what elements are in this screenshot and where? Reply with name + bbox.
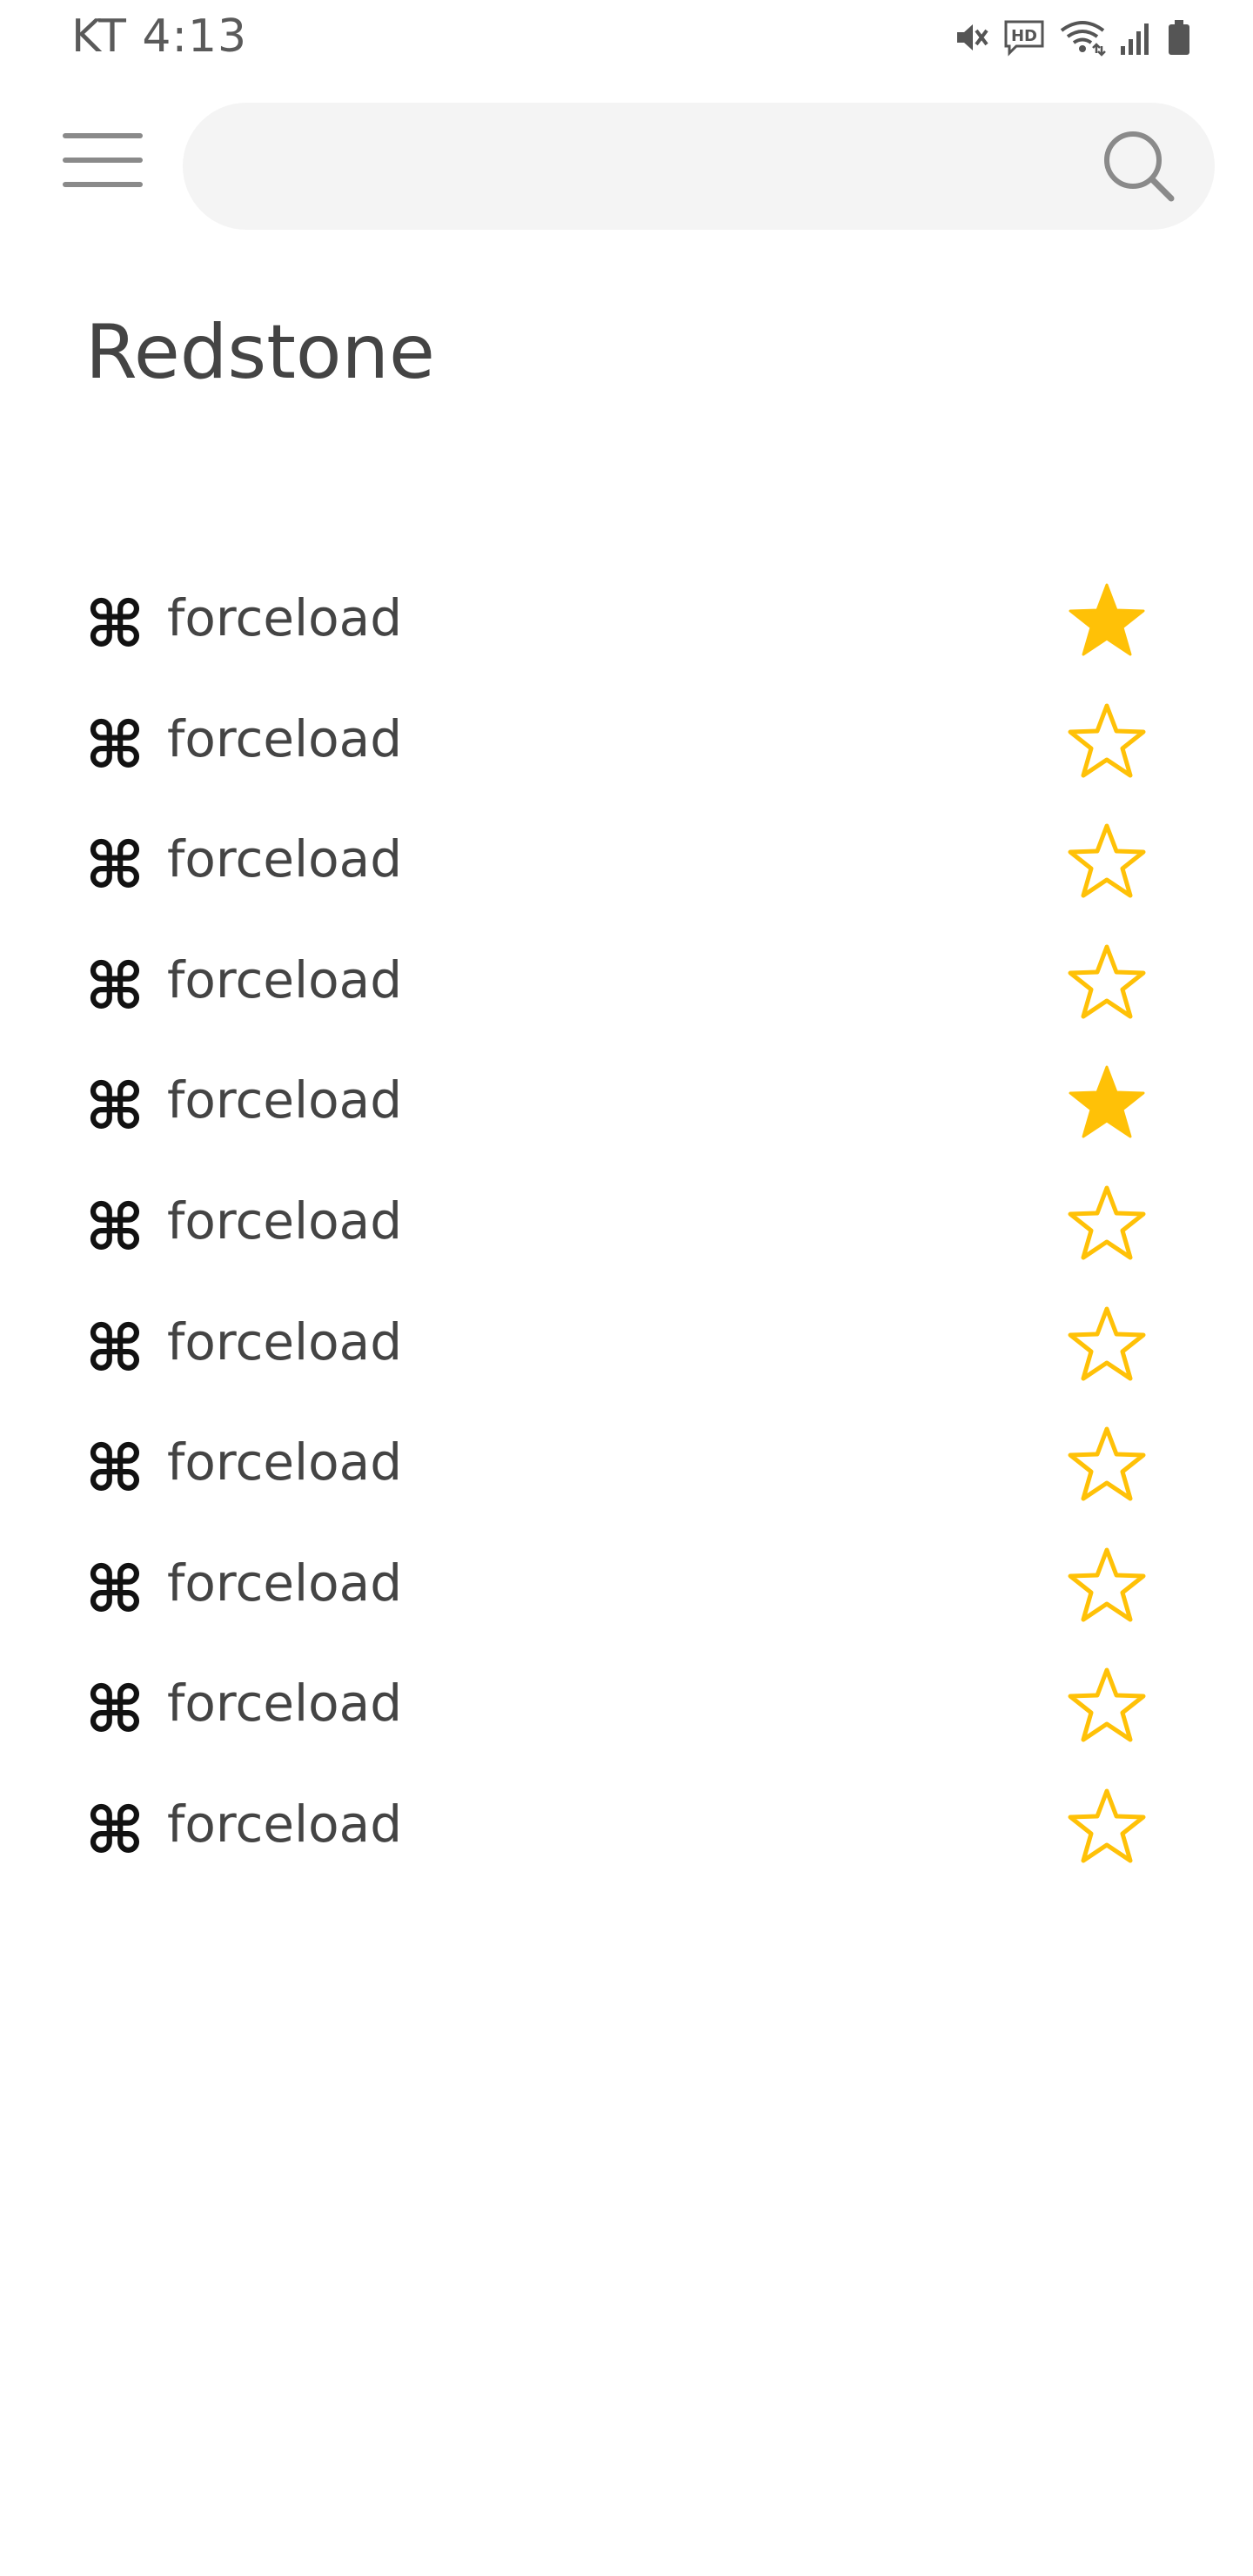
command-icon: ⌘ xyxy=(84,1793,145,1868)
star-outline-icon[interactable] xyxy=(1063,1663,1150,1750)
command-icon: ⌘ xyxy=(84,1673,145,1748)
command-label: forceload xyxy=(167,588,403,647)
command-label: forceload xyxy=(167,1794,403,1854)
command-label: forceload xyxy=(167,1191,403,1251)
command-label: forceload xyxy=(167,1311,403,1372)
list-item[interactable]: ⌘ forceload xyxy=(0,1522,1253,1643)
search-bar xyxy=(183,103,1215,231)
list-item[interactable]: ⌘ forceload xyxy=(0,1281,1253,1402)
battery-icon xyxy=(1166,18,1192,57)
command-label: forceload xyxy=(167,1674,403,1734)
star-outline-icon[interactable] xyxy=(1063,819,1150,906)
list-item[interactable]: ⌘ forceload xyxy=(0,1401,1253,1522)
star-filled-icon[interactable] xyxy=(1063,1060,1150,1147)
star-outline-icon[interactable] xyxy=(1063,1543,1150,1630)
star-outline-icon[interactable] xyxy=(1063,1784,1150,1871)
command-icon: ⌘ xyxy=(84,1311,145,1386)
command-icon: ⌘ xyxy=(84,828,145,904)
command-label: forceload xyxy=(167,949,403,1010)
list-item[interactable]: ⌘ forceload xyxy=(0,1642,1253,1763)
signal-icon xyxy=(1119,18,1154,57)
list-item[interactable]: ⌘ forceload xyxy=(0,919,1253,1040)
command-label: forceload xyxy=(167,1070,403,1130)
hamburger-menu-icon xyxy=(63,133,143,187)
star-outline-icon[interactable] xyxy=(1063,1181,1150,1268)
carrier-time: KT 4:13 xyxy=(71,10,248,63)
page-title: Redstone xyxy=(85,309,435,396)
command-label: forceload xyxy=(167,1553,403,1613)
command-label: forceload xyxy=(167,1432,403,1493)
command-icon: ⌘ xyxy=(84,708,145,783)
star-outline-icon[interactable] xyxy=(1063,699,1150,786)
command-icon: ⌘ xyxy=(84,949,145,1024)
list-item[interactable]: ⌘ forceload xyxy=(0,798,1253,919)
list-item[interactable]: ⌘ forceload xyxy=(0,1763,1253,1884)
command-icon: ⌘ xyxy=(84,1552,145,1627)
list-item[interactable]: ⌘ forceload xyxy=(0,1160,1253,1281)
command-icon: ⌘ xyxy=(84,1190,145,1265)
command-icon: ⌘ xyxy=(84,587,145,662)
menu-button[interactable] xyxy=(50,118,155,202)
command-label: forceload xyxy=(167,829,403,889)
hd-voice-icon: HD xyxy=(1002,18,1046,57)
wifi-icon xyxy=(1058,18,1107,57)
star-outline-icon[interactable] xyxy=(1063,1302,1150,1389)
hd-label: HD xyxy=(1011,27,1037,45)
star-outline-icon[interactable] xyxy=(1063,940,1150,1027)
list-item[interactable]: ⌘ forceload xyxy=(0,1039,1253,1160)
status-bar: KT 4:13 HD xyxy=(0,0,1253,78)
list-item[interactable]: ⌘ forceload xyxy=(0,678,1253,799)
list-item[interactable]: ⌘ forceload xyxy=(0,557,1253,678)
mute-icon xyxy=(952,18,990,57)
command-icon: ⌘ xyxy=(84,1070,145,1145)
star-outline-icon[interactable] xyxy=(1063,1422,1150,1509)
command-icon: ⌘ xyxy=(84,1432,145,1507)
command-list: ⌘ forceload ⌘ forceload ⌘ forceload ⌘ forceload… xyxy=(0,557,1253,1884)
search-icon[interactable] xyxy=(1100,127,1178,205)
star-filled-icon[interactable] xyxy=(1063,578,1150,665)
status-icons: HD xyxy=(952,16,1192,59)
search-input[interactable] xyxy=(226,103,1100,231)
command-label: forceload xyxy=(167,708,403,768)
